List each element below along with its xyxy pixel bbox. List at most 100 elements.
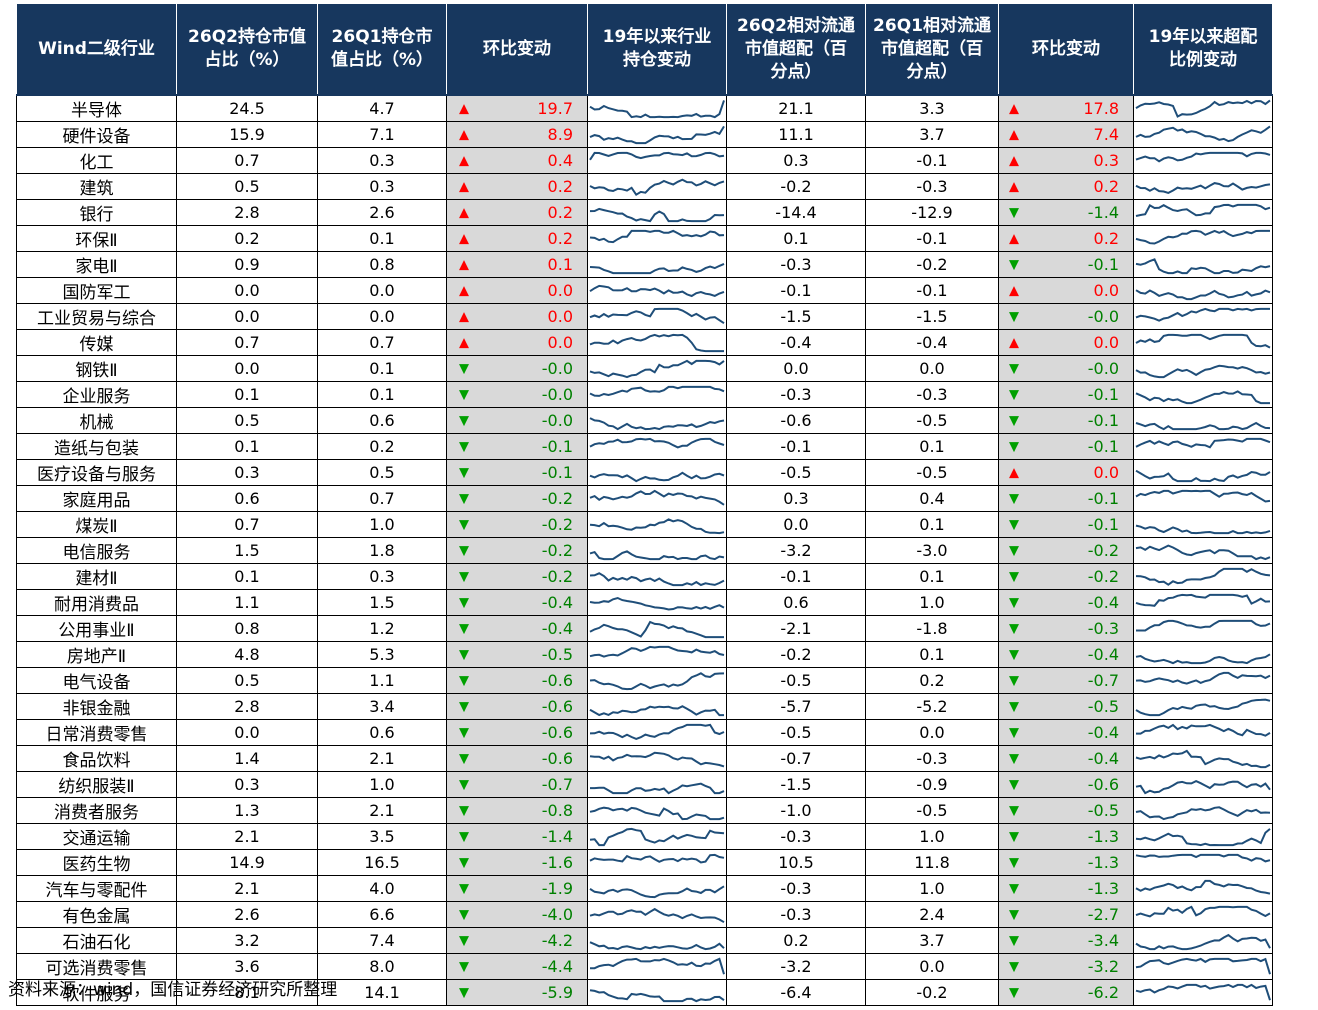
- industry-name: 石油石化: [16, 927, 177, 954]
- sparkline-path: [1135, 229, 1270, 245]
- q1-overweight-value: -5.2: [865, 693, 999, 720]
- holding-change-cell: ▼ -5.9: [446, 979, 588, 1006]
- down-triangle-icon: ▼: [459, 855, 469, 870]
- header-row: Wind二级行业 26Q2持仓市值 占比（%） 26Q1持仓市 值占比（%） 环比变…: [16, 4, 1273, 96]
- sparkline-path: [589, 806, 725, 820]
- header-q2-overweight-l1: 26Q2相对流通: [737, 15, 855, 36]
- q2-overweight-value: -0.1: [726, 563, 866, 590]
- holding-trend-sparkline: [587, 537, 727, 564]
- up-triangle-icon: ▲: [459, 101, 469, 116]
- sparkline-path: [589, 671, 725, 690]
- q1-holding-value: 0.6: [317, 719, 447, 746]
- holding-change-cell: ▲ 0.2: [446, 225, 588, 252]
- industry-name: 医药生物: [16, 849, 177, 876]
- industry-name: 纺织服装Ⅱ: [16, 771, 177, 798]
- down-triangle-icon: ▼: [1009, 621, 1019, 636]
- sparkline-path: [1135, 879, 1271, 895]
- q1-holding-value: 0.6: [317, 407, 447, 434]
- q2-overweight-value: 0.6: [726, 589, 866, 616]
- overweight-trend-sparkline: [1133, 667, 1273, 694]
- change-value: -0.5: [1087, 697, 1119, 716]
- holding-change-cell: ▼ -0.2: [446, 563, 588, 590]
- q1-holding-value: 1.2: [317, 615, 447, 642]
- overweight-change-cell: ▲ 0.3: [998, 147, 1134, 174]
- sparkline: [589, 620, 724, 638]
- down-triangle-icon: ▼: [1009, 517, 1019, 532]
- q1-overweight-value: 0.4: [865, 485, 999, 512]
- sparkline: [1136, 723, 1271, 737]
- change-value: 0.4: [547, 151, 573, 170]
- overweight-change-cell: ▼ -0.1: [998, 433, 1134, 460]
- overweight-change-cell: ▲ 7.4: [998, 121, 1134, 148]
- change-value: -0.5: [1087, 801, 1119, 820]
- holding-change-cell: ▼ -0.7: [446, 771, 588, 798]
- sparkline: [1135, 879, 1271, 895]
- sparkline: [589, 262, 725, 274]
- holding-change-cell: ▼ -0.4: [446, 615, 588, 642]
- table-row: 环保Ⅱ 0.2 0.1 ▲ 0.2 0.1 -0.1 ▲ 0.2: [16, 225, 1273, 252]
- q2-holding-value: 0.5: [176, 407, 318, 434]
- change-value: -0.1: [1087, 385, 1119, 404]
- q2-overweight-value: 0.2: [726, 927, 866, 954]
- header-overweight-change-label: 环比变动: [1032, 38, 1100, 59]
- q1-holding-value: 1.5: [317, 589, 447, 616]
- sparkline: [1135, 421, 1271, 430]
- q2-overweight-value: -14.4: [726, 199, 866, 226]
- holding-change-cell: ▼ -0.6: [446, 693, 588, 720]
- sparkline: [1136, 619, 1271, 631]
- sparkline: [1135, 489, 1271, 503]
- change-value: -0.4: [1087, 593, 1119, 612]
- header-holding-trend-l2: 持仓变动: [623, 50, 691, 70]
- overweight-trend-sparkline: [1133, 433, 1273, 460]
- q2-overweight-value: -0.1: [726, 277, 866, 304]
- q2-overweight-value: -0.3: [726, 901, 866, 928]
- industry-name: 工业贸易与综合: [16, 303, 177, 330]
- q1-overweight-value: -0.5: [865, 459, 999, 486]
- holding-trend-sparkline: [587, 173, 727, 200]
- holding-trend-sparkline: [587, 147, 727, 174]
- overweight-change-cell: ▼ -3.4: [998, 927, 1134, 954]
- sparkline: [1135, 827, 1271, 846]
- sparkline: [589, 907, 725, 923]
- holding-trend-sparkline: [587, 849, 727, 876]
- header-industry: Wind二级行业: [16, 4, 177, 96]
- table-row: 银行 2.8 2.6 ▲ 0.2 -14.4 -12.9 ▼ -1.4: [16, 199, 1273, 226]
- down-triangle-icon: ▼: [459, 699, 469, 714]
- q2-holding-value: 0.7: [176, 329, 318, 356]
- sparkline: [1135, 652, 1271, 664]
- header-overweight-trend-l1: 19年以来超配: [1148, 27, 1258, 47]
- change-value: -0.1: [1087, 411, 1119, 430]
- sparkline: [1135, 151, 1271, 162]
- overweight-change-cell: ▼ -0.1: [998, 485, 1134, 512]
- overweight-trend-sparkline: [1133, 94, 1273, 122]
- q2-holding-value: 0.0: [176, 719, 318, 746]
- q1-holding-value: 0.0: [317, 303, 447, 330]
- header-holding-trend-l1: 19年以来行业: [602, 27, 712, 47]
- up-triangle-icon: ▲: [1009, 283, 1019, 298]
- change-value: 19.7: [537, 99, 573, 118]
- down-triangle-icon: ▼: [1009, 647, 1019, 662]
- change-value: -0.6: [541, 697, 573, 716]
- sparkline: [589, 571, 725, 586]
- change-value: 0.2: [547, 203, 573, 222]
- holding-trend-sparkline: [587, 251, 727, 278]
- q2-overweight-value: 0.1: [726, 225, 866, 252]
- change-value: 0.0: [547, 307, 573, 326]
- change-value: 0.0: [1093, 333, 1119, 352]
- q1-holding-value: 0.5: [317, 459, 447, 486]
- q1-overweight-value: -0.9: [865, 771, 999, 798]
- industry-name: 交通运输: [16, 823, 177, 850]
- sparkline: [589, 489, 725, 506]
- change-value: 0.0: [547, 281, 573, 300]
- header-overweight-trend: 19年以来超配 比例变动: [1133, 4, 1273, 96]
- q2-holding-value: 1.5: [176, 537, 318, 564]
- up-triangle-icon: ▲: [1009, 153, 1019, 168]
- table-row: 造纸与包装 0.1 0.2 ▼ -0.1 -0.1 0.1 ▼ -0.1: [16, 433, 1273, 460]
- down-triangle-icon: ▼: [459, 465, 469, 480]
- down-triangle-icon: ▼: [1009, 803, 1019, 818]
- down-triangle-icon: ▼: [459, 517, 469, 532]
- up-triangle-icon: ▲: [459, 153, 469, 168]
- sparkline-path: [589, 517, 725, 534]
- sparkline: [1135, 957, 1271, 974]
- q2-holding-value: 0.6: [176, 485, 318, 512]
